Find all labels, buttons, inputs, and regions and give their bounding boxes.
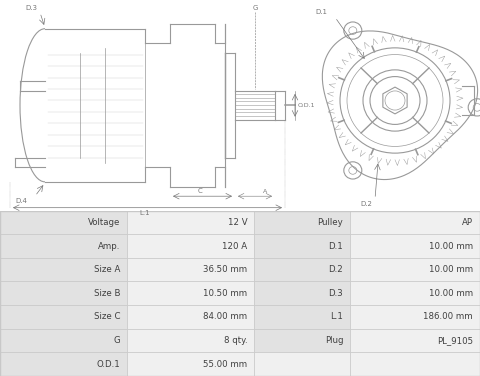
FancyBboxPatch shape <box>350 211 480 234</box>
Text: Amp.: Amp. <box>97 241 120 250</box>
Text: 55.00 mm: 55.00 mm <box>203 360 247 369</box>
Text: Voltage: Voltage <box>88 218 120 227</box>
FancyBboxPatch shape <box>254 211 350 234</box>
Text: 186.00 mm: 186.00 mm <box>423 312 473 321</box>
FancyBboxPatch shape <box>0 211 127 234</box>
Text: L.1: L.1 <box>140 210 150 216</box>
FancyBboxPatch shape <box>127 329 254 352</box>
FancyBboxPatch shape <box>350 258 480 282</box>
Text: O.D.1: O.D.1 <box>96 360 120 369</box>
FancyBboxPatch shape <box>127 211 254 234</box>
FancyBboxPatch shape <box>254 258 350 282</box>
Text: D.3: D.3 <box>25 5 37 11</box>
Text: A: A <box>263 190 267 194</box>
FancyBboxPatch shape <box>254 352 350 376</box>
Text: 10.00 mm: 10.00 mm <box>429 241 473 250</box>
Text: 10.00 mm: 10.00 mm <box>429 265 473 274</box>
FancyBboxPatch shape <box>127 282 254 305</box>
FancyBboxPatch shape <box>127 258 254 282</box>
FancyBboxPatch shape <box>0 282 127 305</box>
Text: 120 A: 120 A <box>222 241 247 250</box>
FancyBboxPatch shape <box>0 234 127 258</box>
Text: Plug: Plug <box>324 336 343 345</box>
FancyBboxPatch shape <box>350 352 480 376</box>
FancyBboxPatch shape <box>127 352 254 376</box>
FancyBboxPatch shape <box>350 329 480 352</box>
Text: Size C: Size C <box>94 312 120 321</box>
Text: Size A: Size A <box>94 265 120 274</box>
FancyBboxPatch shape <box>254 282 350 305</box>
Text: G: G <box>113 336 120 345</box>
FancyBboxPatch shape <box>127 305 254 329</box>
FancyBboxPatch shape <box>0 305 127 329</box>
Text: 10.50 mm: 10.50 mm <box>203 289 247 298</box>
Text: C: C <box>198 188 203 194</box>
Text: G: G <box>252 5 258 11</box>
Text: 10.00 mm: 10.00 mm <box>429 289 473 298</box>
Text: D.1: D.1 <box>315 9 327 15</box>
Text: 8 qty.: 8 qty. <box>224 336 247 345</box>
Text: L.1: L.1 <box>330 312 343 321</box>
Text: D.1: D.1 <box>328 241 343 250</box>
FancyBboxPatch shape <box>0 258 127 282</box>
Text: 12 V: 12 V <box>228 218 247 227</box>
Text: AP: AP <box>462 218 473 227</box>
Text: O.D.1: O.D.1 <box>298 103 315 108</box>
Text: 36.50 mm: 36.50 mm <box>203 265 247 274</box>
Text: D.2: D.2 <box>328 265 343 274</box>
FancyBboxPatch shape <box>350 305 480 329</box>
FancyBboxPatch shape <box>254 329 350 352</box>
Text: Size B: Size B <box>94 289 120 298</box>
Text: Pulley: Pulley <box>317 218 343 227</box>
FancyBboxPatch shape <box>0 352 127 376</box>
Text: PL_9105: PL_9105 <box>437 336 473 345</box>
FancyBboxPatch shape <box>254 305 350 329</box>
FancyBboxPatch shape <box>254 234 350 258</box>
Text: D.4: D.4 <box>15 198 27 204</box>
FancyBboxPatch shape <box>350 282 480 305</box>
FancyBboxPatch shape <box>0 329 127 352</box>
FancyBboxPatch shape <box>127 234 254 258</box>
Text: D.3: D.3 <box>328 289 343 298</box>
Text: D.2: D.2 <box>360 201 372 207</box>
FancyBboxPatch shape <box>350 234 480 258</box>
Text: 84.00 mm: 84.00 mm <box>203 312 247 321</box>
